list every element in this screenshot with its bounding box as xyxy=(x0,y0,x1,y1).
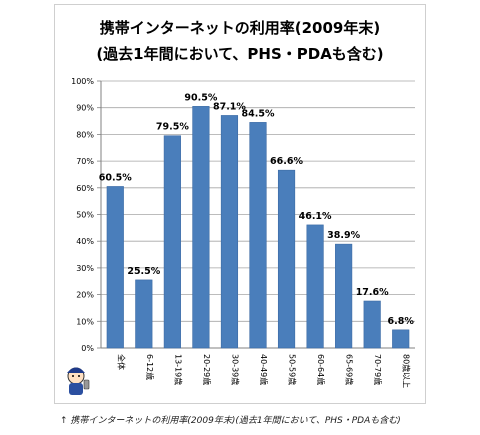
data-label: 46.1% xyxy=(299,211,332,222)
chart-frame: 携帯インターネットの利用率(2009年末) (過去1年間において、PHS・PDA… xyxy=(54,4,426,404)
data-label: 90.5% xyxy=(184,92,217,103)
x-tick-label: 60-64歳 xyxy=(316,354,326,385)
x-tick-label: 40-49歳 xyxy=(259,354,269,385)
x-tick-label: 30-39歳 xyxy=(230,354,240,385)
y-tick-label: 40% xyxy=(76,237,94,246)
data-label: 38.9% xyxy=(327,230,360,241)
y-tick-label: 0% xyxy=(81,344,94,353)
bar xyxy=(392,329,410,349)
bar xyxy=(192,106,210,349)
data-label: 17.6% xyxy=(356,287,389,298)
bar xyxy=(363,300,381,349)
y-tick-label: 80% xyxy=(76,130,94,139)
bar-chart: 0% 10% 20% 30% 40% 50% 60% 70% 80% 90% 100% 60.5% 全体… xyxy=(71,77,415,388)
bar xyxy=(335,243,353,349)
chart-subtitle: (過去1年間において、PHS・PDAも含む) xyxy=(96,45,384,63)
bar xyxy=(277,169,296,349)
y-tick-label: 50% xyxy=(76,211,94,220)
y-tick-label: 90% xyxy=(76,104,94,113)
y-tick-label: 10% xyxy=(76,317,94,326)
chart-title: 携帯インターネットの利用率(2009年末) xyxy=(99,19,381,37)
figure-caption: ↑ 携帯インターネットの利用率(2009年末)(過去1年間において、PHS・PD… xyxy=(60,416,401,426)
x-tick-label: 80歳以上 xyxy=(402,354,412,388)
data-label: 60.5% xyxy=(99,172,132,183)
x-tick-label: 全体 xyxy=(116,354,126,370)
data-label: 79.5% xyxy=(156,122,189,133)
data-label: 84.5% xyxy=(242,108,275,119)
x-tick-label: 6-12歳 xyxy=(145,354,155,380)
x-tick-label: 20-29歳 xyxy=(202,354,212,385)
y-tick-label: 30% xyxy=(76,264,94,273)
y-tick-label: 100% xyxy=(71,77,94,86)
bar xyxy=(306,224,324,349)
mascot-logo xyxy=(67,367,90,395)
bar xyxy=(106,186,124,349)
data-label: 66.6% xyxy=(270,156,303,167)
data-label: 87.1% xyxy=(213,101,246,112)
data-label: 6.8% xyxy=(388,316,415,327)
bar xyxy=(163,135,181,349)
bar xyxy=(220,115,239,349)
x-tick-label: 13-19歳 xyxy=(173,354,183,385)
data-label: 25.5% xyxy=(127,266,160,277)
y-tick-label: 20% xyxy=(76,291,94,300)
x-tick-label: 50-59歳 xyxy=(288,354,298,385)
x-tick-label: 65-69歳 xyxy=(345,354,355,385)
bar xyxy=(249,122,267,349)
y-tick-label: 60% xyxy=(76,184,94,193)
x-tick-label: 70-79歳 xyxy=(373,354,383,385)
y-tick-label: 70% xyxy=(76,157,94,166)
bar xyxy=(135,279,153,349)
